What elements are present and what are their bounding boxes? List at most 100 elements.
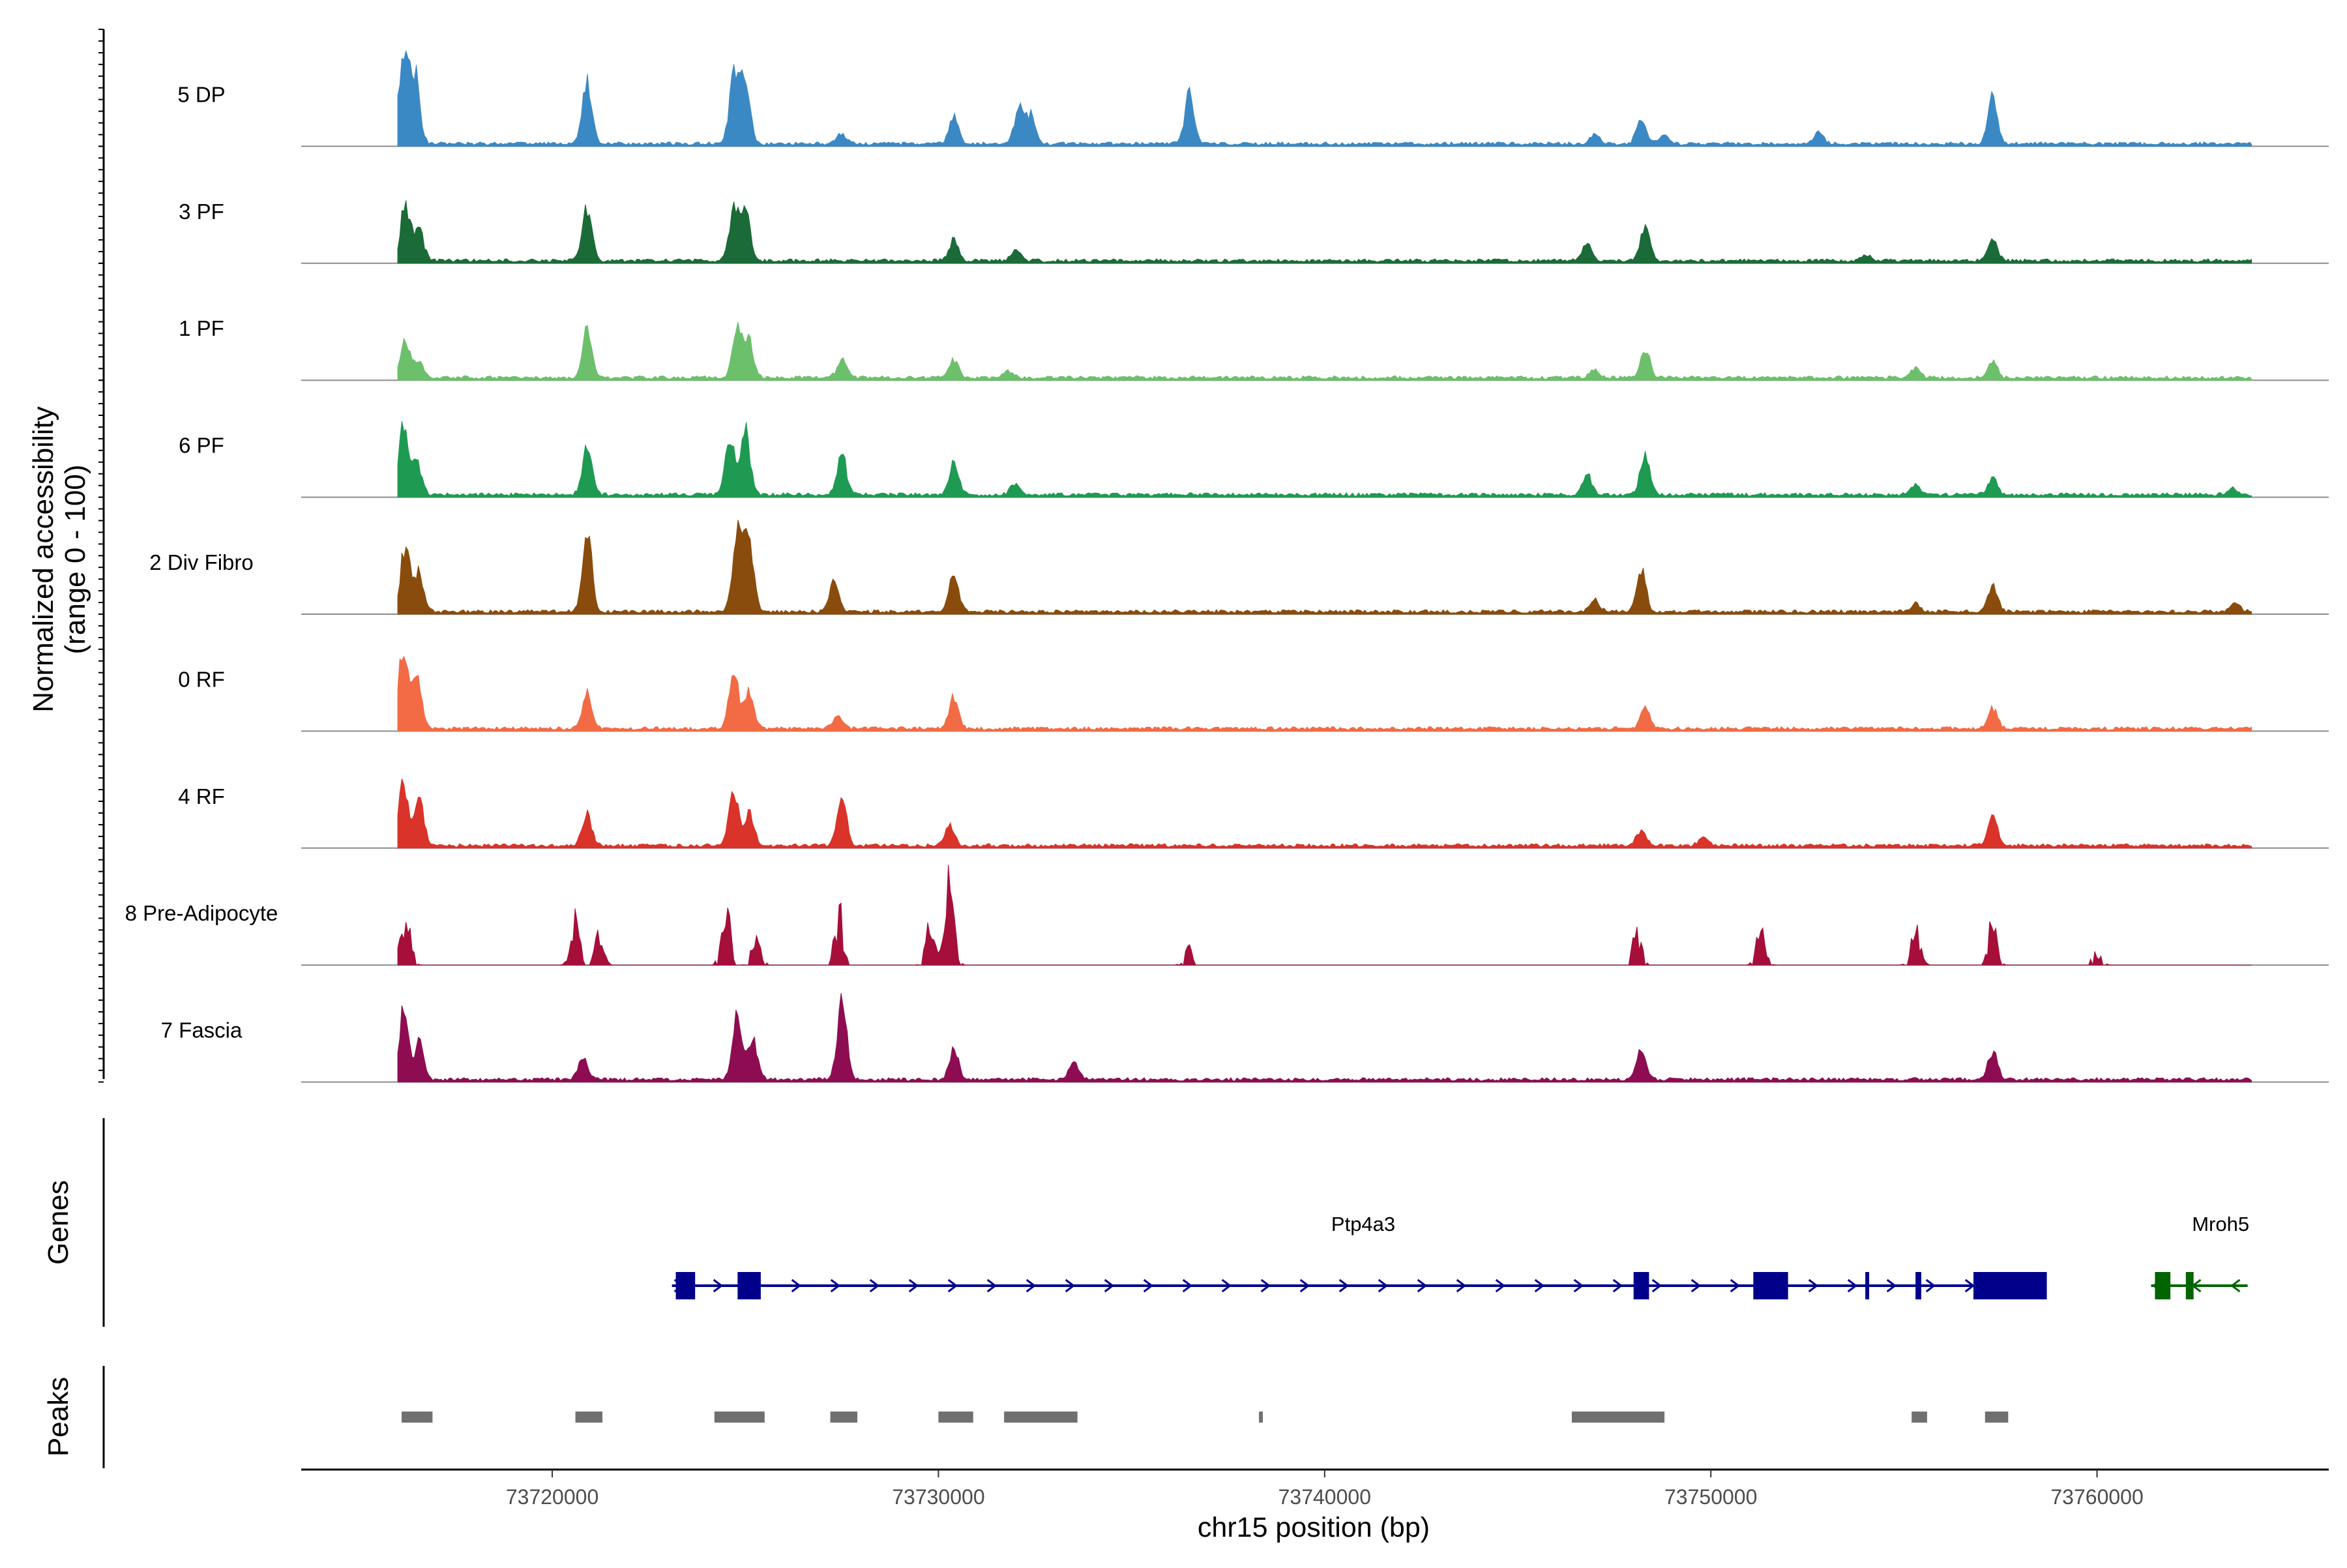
gene-exon [1865,1272,1870,1299]
x-tick-label: 73740000 [1278,1485,1371,1509]
strand-chevron [869,1279,880,1293]
strand-chevron [713,1279,724,1293]
coverage-track: 0 RF [178,655,2329,732]
gene-model: Ptp4a3 [672,1213,2047,1299]
strand-chevron [1964,1279,1975,1293]
track-label: 0 RF [178,667,225,691]
gene-exon [737,1272,761,1299]
strand-chevron [1182,1279,1193,1293]
gene-model: Mroh5 [2151,1213,2249,1299]
peak-region [1571,1412,1665,1423]
strand-chevron [1730,1279,1741,1293]
strand-chevron [1573,1279,1584,1293]
coverage-area [397,865,2252,967]
peak-region [1004,1412,1078,1423]
strand-chevron [908,1279,919,1293]
coverage-track: 6 PF [179,421,2329,498]
track-label: 7 Fascia [161,1018,243,1043]
track-label: 2 Div Fibro [149,550,254,574]
coverage-track: 3 PF [179,200,2329,264]
coverage-area [397,993,2252,1083]
coverage-area [397,421,2252,498]
strand-chevron [1847,1279,1858,1293]
gene-exon [1915,1272,1922,1299]
peak-region [714,1412,765,1423]
strand-chevron [1104,1279,1115,1293]
coverage-track: 1 PF [179,316,2329,381]
genes-panel: Genes Ptp4a3 Mroh5 [42,1118,2249,1327]
strand-chevron [1260,1279,1271,1293]
strand-chevron [1221,1279,1232,1293]
y-axis-label-line2: (range 0 - 100) [59,464,91,654]
strand-chevron [1456,1279,1467,1293]
strand-chevron [1886,1279,1897,1293]
x-axis: 73720000 73730000 73740000 73750000 73760000 [301,1468,2329,1509]
strand-chevron [1143,1279,1154,1293]
strand-chevron [1925,1279,1936,1293]
gene-name: Mroh5 [2192,1213,2249,1235]
track-label: 8 Pre-Adipocyte [125,901,278,925]
x-tick-label: 73730000 [892,1485,984,1509]
strand-chevron [1378,1279,1389,1293]
peaks-panel: Peaks [42,1366,2009,1468]
gene-exon [1633,1272,1649,1299]
coverage-track: 4 RF [178,778,2329,849]
coverage-area [397,50,2252,147]
gene-exon [1753,1272,1788,1299]
x-tick-label: 73760000 [2050,1485,2143,1509]
track-label: 3 PF [179,200,224,224]
genes-panel-label: Genes [42,1180,74,1265]
strand-chevron [830,1279,841,1293]
coverage-track: 5 DP [177,50,2329,147]
strand-chevron [1612,1279,1623,1293]
gene-exon [2185,1272,2194,1299]
coverage-y-axis [98,29,105,1083]
strand-chevron [1808,1279,1819,1293]
gene-exon [1973,1272,2047,1299]
gene-exon [675,1272,696,1299]
strand-chevron [1651,1279,1662,1293]
strand-chevron [2230,1279,2241,1293]
peak-region [1912,1412,1927,1423]
track-label: 6 PF [179,434,224,458]
gene-models: Ptp4a3 Mroh5 [672,1213,2249,1299]
coverage-area [397,655,2252,732]
peak-region [830,1412,858,1423]
coverage-track: 7 Fascia [161,993,2329,1083]
coverage-track: 8 Pre-Adipocyte [125,865,2329,967]
strand-chevron [986,1279,997,1293]
strand-chevron [1495,1279,1506,1293]
track-label: 1 PF [179,316,224,340]
x-axis-label: chr15 position (bp) [1198,1512,1430,1543]
track-label: 4 RF [178,784,225,808]
strand-chevron [1299,1279,1310,1293]
strand-chevron [1690,1279,1702,1293]
coverage-track: 2 Div Fibro [149,520,2329,615]
peak-region [938,1412,973,1423]
gene-name: Ptp4a3 [1331,1213,1395,1235]
peak-region [575,1412,603,1423]
strand-chevron [1534,1279,1545,1293]
coverage-area [397,520,2252,615]
peak-region [1985,1412,2009,1423]
x-tick-label: 73720000 [506,1485,598,1509]
peak-regions [402,1412,2009,1423]
strand-chevron [1026,1279,1037,1293]
peaks-panel-label: Peaks [42,1377,74,1457]
y-axis-label-line1: Normalized accessibility [27,406,59,712]
strand-chevron [791,1279,802,1293]
coverage-area [397,321,2252,381]
strand-chevron [1065,1279,1076,1293]
peak-region [1259,1412,1263,1423]
coverage-tracks: 5 DP 3 PF 1 PF 6 PF 2 Div Fibro 0 RF 4 RF 8 Pre… [125,50,2329,1083]
coverage-area [397,778,2252,849]
strand-chevron [947,1279,958,1293]
coverage-area [397,200,2252,264]
x-tick-label: 73750000 [1664,1485,1757,1509]
gene-exon [2155,1272,2171,1299]
track-label: 5 DP [177,82,225,106]
strand-chevron [1338,1279,1350,1293]
peak-region [402,1412,433,1423]
